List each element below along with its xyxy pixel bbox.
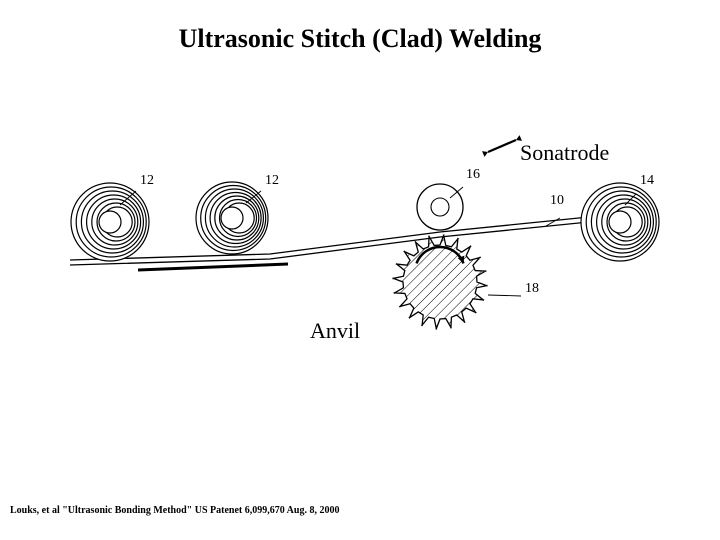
refnum-r12b: 12 xyxy=(265,173,279,188)
sonatrode-wheel xyxy=(417,184,463,230)
welding-diagram: 12 12 16 10 14 18 xyxy=(0,0,720,540)
refnum-r14: 14 xyxy=(640,173,654,188)
spool-12a xyxy=(71,183,149,261)
sonatrode-arrow xyxy=(488,140,516,152)
refnum-r16: 16 xyxy=(466,167,480,182)
anvil-gear xyxy=(393,235,487,329)
refnum-r10: 10 xyxy=(550,193,564,208)
spool-12b xyxy=(196,182,268,254)
sheet-top xyxy=(70,210,658,260)
underline-mark xyxy=(138,264,288,270)
refnum-r12a: 12 xyxy=(140,173,154,188)
sonatrode-arrow-head xyxy=(516,135,522,141)
spool-14 xyxy=(581,183,659,261)
leader-l18 xyxy=(488,295,521,296)
refnum-r18: 18 xyxy=(525,281,539,296)
sonatrode-arrow-head xyxy=(482,151,488,157)
